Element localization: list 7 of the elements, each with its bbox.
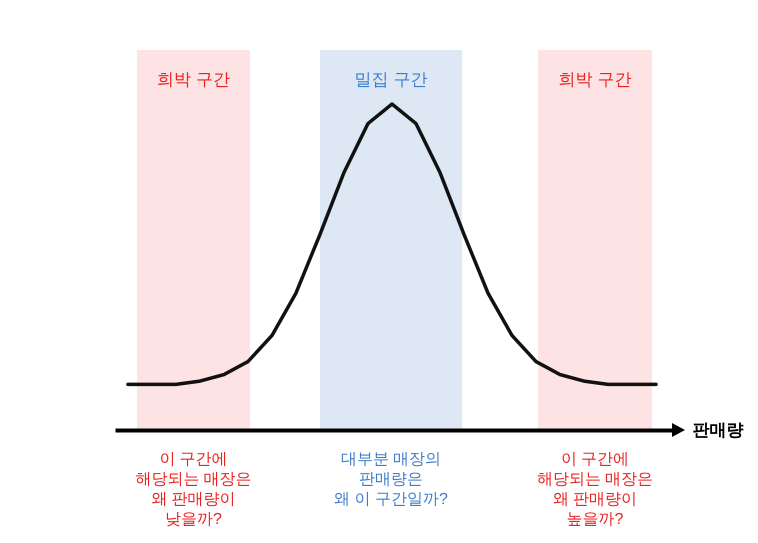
text: 이 구간에 해당되는 매장은 왜 판매량이 낮을까?	[135, 451, 252, 528]
text: 희박 구간	[558, 70, 632, 89]
text: 희박 구간	[157, 70, 230, 89]
text: 이 구간에 해당되는 매장은 왜 판매량이 높을까?	[536, 451, 654, 528]
text: 밀집 구간	[354, 70, 428, 89]
x-axis-title: 판매량	[692, 420, 744, 440]
text: 대부분 매장의 판매량은 왜 이 구간일까?	[334, 451, 448, 508]
